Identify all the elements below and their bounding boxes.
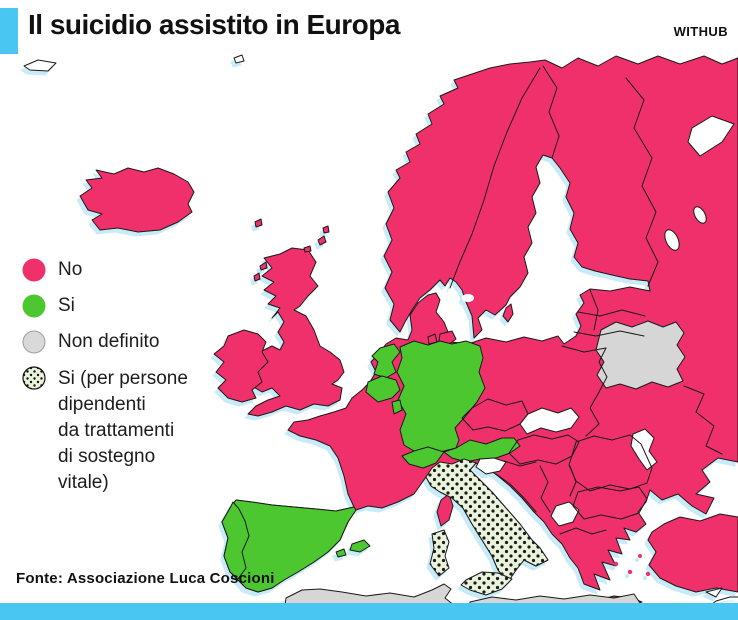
header: Il suicidio assistito in Europa bbox=[0, 8, 400, 54]
sea-white-sea-and-lakes bbox=[462, 115, 735, 302]
border-poland-east bbox=[585, 347, 608, 437]
border-bosnia-serbia bbox=[539, 465, 551, 513]
country-slovakia bbox=[519, 407, 580, 435]
border-czechia bbox=[461, 398, 529, 432]
island-sardinia bbox=[429, 529, 450, 577]
legend-label-line: dipendenti bbox=[58, 394, 146, 415]
country-italy bbox=[425, 458, 549, 583]
country-slovenia bbox=[475, 457, 507, 475]
legend: No Si Non definito Si (per persone dipen… bbox=[22, 258, 188, 508]
legend-label-non-definito: Non definito bbox=[58, 331, 160, 352]
country-portugal bbox=[221, 501, 250, 580]
title-accent-square bbox=[0, 8, 18, 54]
bottom-accent-bar bbox=[0, 603, 738, 620]
country-borders bbox=[449, 65, 738, 613]
legend-swatch-no bbox=[22, 258, 46, 282]
border-bulgaria bbox=[572, 486, 648, 520]
country-ireland bbox=[213, 329, 269, 403]
legend-swatch-si-vital-support bbox=[22, 366, 46, 390]
country-belgium bbox=[365, 375, 401, 403]
legend-label-line: vitale) bbox=[58, 472, 109, 493]
country-switzerland bbox=[401, 446, 445, 469]
islands-north-atlantic bbox=[253, 218, 330, 282]
country-iceland bbox=[79, 167, 195, 233]
legend-label-line: da trattamenti bbox=[58, 420, 175, 441]
border-croatia-bosnia bbox=[495, 473, 537, 513]
border-lithuania-poland bbox=[561, 345, 607, 353]
island-corsica bbox=[436, 493, 454, 527]
island-tiny-north bbox=[233, 54, 245, 64]
islands-northwest-white bbox=[23, 59, 57, 72]
brand-logo: WITHUB bbox=[673, 24, 728, 39]
legend-item-si-vital-support: Si (per persone dipendenti da trattament… bbox=[22, 366, 188, 496]
legend-label-no: No bbox=[58, 259, 83, 280]
page-title: Il suicidio assistito in Europa bbox=[28, 9, 400, 40]
legend-item-si: Si bbox=[22, 294, 188, 318]
island-cyprus bbox=[705, 587, 723, 598]
country-united-kingdom bbox=[247, 247, 345, 417]
country-belarus bbox=[595, 320, 686, 390]
legend-item-no: No bbox=[22, 258, 188, 282]
source-note: Fonte: Associazione Luca Coscioni bbox=[16, 570, 275, 587]
island-sicily bbox=[460, 571, 513, 596]
legend-swatch-si bbox=[22, 294, 46, 318]
legend-label-si-vital-support: Si (per persone dipendenti da trattament… bbox=[58, 366, 188, 496]
country-turkey bbox=[647, 513, 738, 593]
legend-label-line: Si (per persone bbox=[58, 368, 188, 389]
legend-label-line: di sostegno bbox=[58, 446, 156, 467]
border-croatia-north bbox=[503, 460, 537, 467]
legend-label-si: Si bbox=[58, 295, 75, 316]
border-baltic-states-2 bbox=[573, 330, 645, 337]
border-finland-russia bbox=[625, 77, 659, 287]
border-serbia-east bbox=[569, 465, 577, 497]
border-greece-north bbox=[559, 527, 607, 535]
country-kosovo-macedonia bbox=[550, 501, 580, 527]
country-austria bbox=[443, 437, 521, 463]
border-baltic-states-1 bbox=[577, 309, 646, 317]
border-russia-baltics bbox=[589, 289, 599, 331]
legend-item-non-definito: Non definito bbox=[22, 330, 188, 354]
border-norway-sweden bbox=[449, 67, 541, 289]
legend-swatch-non-definito bbox=[22, 330, 46, 354]
country-luxembourg bbox=[391, 399, 403, 415]
country-netherlands bbox=[371, 343, 401, 379]
islands-balearic bbox=[349, 539, 371, 553]
border-sweden-finland bbox=[542, 65, 560, 159]
border-ukraine-russia bbox=[683, 385, 723, 455]
island-ibiza bbox=[335, 548, 347, 558]
